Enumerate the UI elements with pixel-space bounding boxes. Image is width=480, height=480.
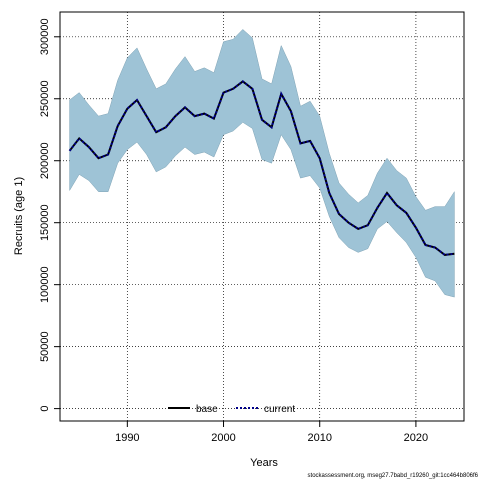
- y-axis: 0 50000 100000 150000 200000 250000 300000: [39, 18, 60, 412]
- x-axis-title: Years: [250, 457, 278, 469]
- series-line-current: [68, 80, 455, 256]
- y-tick-label: 100000: [39, 266, 51, 303]
- y-tick-label: 300000: [39, 18, 51, 55]
- legend-label-current: current: [264, 404, 295, 415]
- x-tick-label: 2000: [211, 432, 235, 444]
- x-tick-label: 1990: [115, 432, 139, 444]
- y-tick-label: 0: [39, 406, 51, 412]
- y-tick-label: 250000: [39, 80, 51, 117]
- x-tick-label: 2020: [404, 432, 428, 444]
- y-tick-label: 200000: [39, 142, 51, 179]
- y-tick-label: 50000: [39, 331, 51, 362]
- legend-label-base: base: [196, 404, 218, 415]
- x-axis: 1990 2000 2010 2020: [115, 421, 428, 444]
- y-axis-title: Recruits (age 1): [13, 177, 25, 255]
- legend: base current: [168, 404, 295, 415]
- x-tick-label: 2010: [307, 432, 331, 444]
- footnote: stockassessment.org, mseg27.7babd_r19260…: [308, 473, 479, 479]
- y-tick-label: 150000: [39, 204, 51, 241]
- plot-frame: [59, 11, 465, 422]
- confidence-band: [69, 29, 455, 298]
